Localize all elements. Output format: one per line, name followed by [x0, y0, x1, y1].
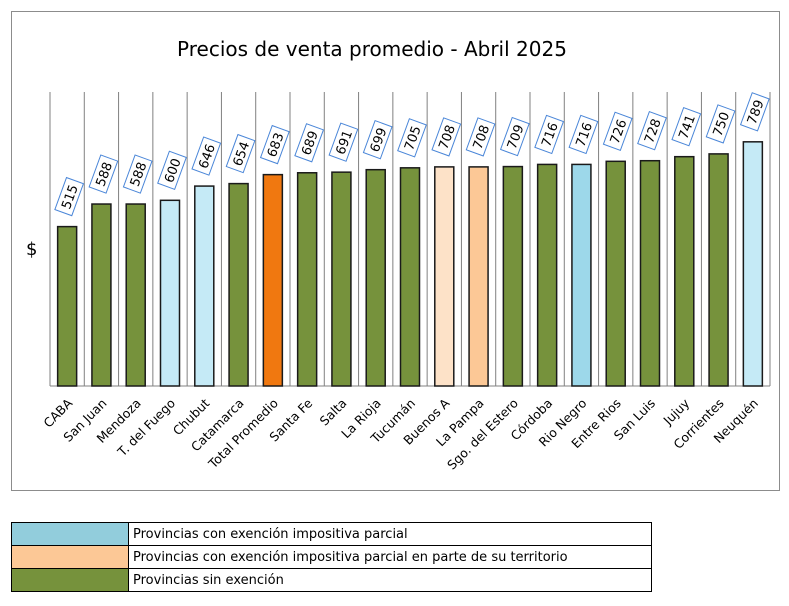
- data-label-box: [157, 150, 187, 191]
- data-label-box: [259, 124, 290, 165]
- y-axis-label: $: [26, 239, 37, 260]
- data-label-box: [328, 122, 359, 162]
- data-label-box: [397, 118, 427, 158]
- bar: [399, 167, 421, 387]
- data-label: 705: [397, 118, 427, 158]
- data-label: 708: [431, 117, 462, 157]
- data-label-box: [88, 154, 119, 194]
- data-label: 600: [157, 150, 187, 191]
- data-label: 689: [294, 123, 325, 163]
- data-label-box: [602, 111, 633, 152]
- data-label-box: [705, 104, 736, 144]
- data-label: 726: [602, 111, 633, 152]
- data-label-box: [54, 176, 85, 217]
- data-label-box: [671, 106, 702, 147]
- data-label-box: [362, 119, 393, 160]
- data-label: 750: [705, 104, 736, 144]
- data-label: 709: [499, 116, 530, 157]
- data-label: 716: [534, 114, 565, 155]
- bar: [56, 225, 78, 387]
- bar: [91, 203, 112, 387]
- chart-frame: Precios de venta promedio - Abril 2025 $…: [11, 11, 780, 491]
- data-label-box: [431, 117, 462, 157]
- data-label: 683: [259, 124, 290, 165]
- bar: [228, 182, 249, 387]
- data-label-box: [294, 123, 325, 163]
- bar: [571, 163, 592, 387]
- data-label: 728: [637, 111, 667, 151]
- bar: [434, 166, 455, 387]
- bar: [468, 166, 489, 387]
- data-label: 789: [739, 92, 770, 132]
- bar: [639, 159, 661, 387]
- bar: [159, 199, 181, 387]
- data-label: 588: [122, 154, 153, 194]
- data-label-box: [637, 111, 667, 151]
- chart-title: Precios de venta promedio - Abril 2025: [177, 37, 567, 61]
- legend-label: Provincias con exención impositiva parci…: [128, 545, 652, 569]
- data-label-box: [534, 114, 565, 155]
- bar: [708, 153, 729, 387]
- legend-item: Provincias sin exención: [11, 568, 652, 592]
- bar: [296, 172, 318, 387]
- bar: [502, 165, 524, 387]
- data-label: 716: [568, 114, 599, 155]
- data-label: 515: [54, 176, 85, 217]
- data-label: 699: [362, 119, 393, 160]
- legend-swatch: [11, 545, 129, 569]
- bar: [536, 163, 558, 387]
- bar: [194, 185, 215, 387]
- data-label-box: [739, 92, 770, 132]
- legend-item: Provincias con exención impositiva parci…: [11, 545, 652, 569]
- bar: [365, 168, 386, 387]
- bar: [605, 160, 626, 387]
- legend-item: Provincias con exención impositiva parci…: [11, 522, 652, 546]
- data-label: 588: [88, 154, 119, 194]
- legend: Provincias con exención impositiva parci…: [11, 522, 652, 592]
- legend-swatch: [11, 522, 129, 546]
- legend-swatch: [11, 568, 129, 592]
- data-label: 708: [465, 117, 496, 157]
- data-label-box: [465, 117, 496, 157]
- data-label-box: [568, 114, 599, 155]
- legend-label: Provincias con exención impositiva parci…: [128, 522, 652, 546]
- data-label: 741: [671, 106, 702, 147]
- data-label: 646: [191, 136, 222, 176]
- data-label-box: [122, 154, 153, 194]
- bar: [125, 203, 146, 387]
- data-label-box: [225, 133, 256, 174]
- data-label-box: [499, 116, 530, 157]
- legend-label: Provincias sin exención: [128, 568, 652, 592]
- data-label: 691: [328, 122, 359, 162]
- bar-chart: Precios de venta promedio - Abril 2025 $…: [26, 37, 771, 472]
- data-label-box: [191, 136, 222, 176]
- bar: [674, 155, 695, 387]
- bar: [262, 173, 284, 387]
- bar: [331, 171, 352, 387]
- bar: [742, 141, 764, 387]
- data-label: 654: [225, 133, 256, 174]
